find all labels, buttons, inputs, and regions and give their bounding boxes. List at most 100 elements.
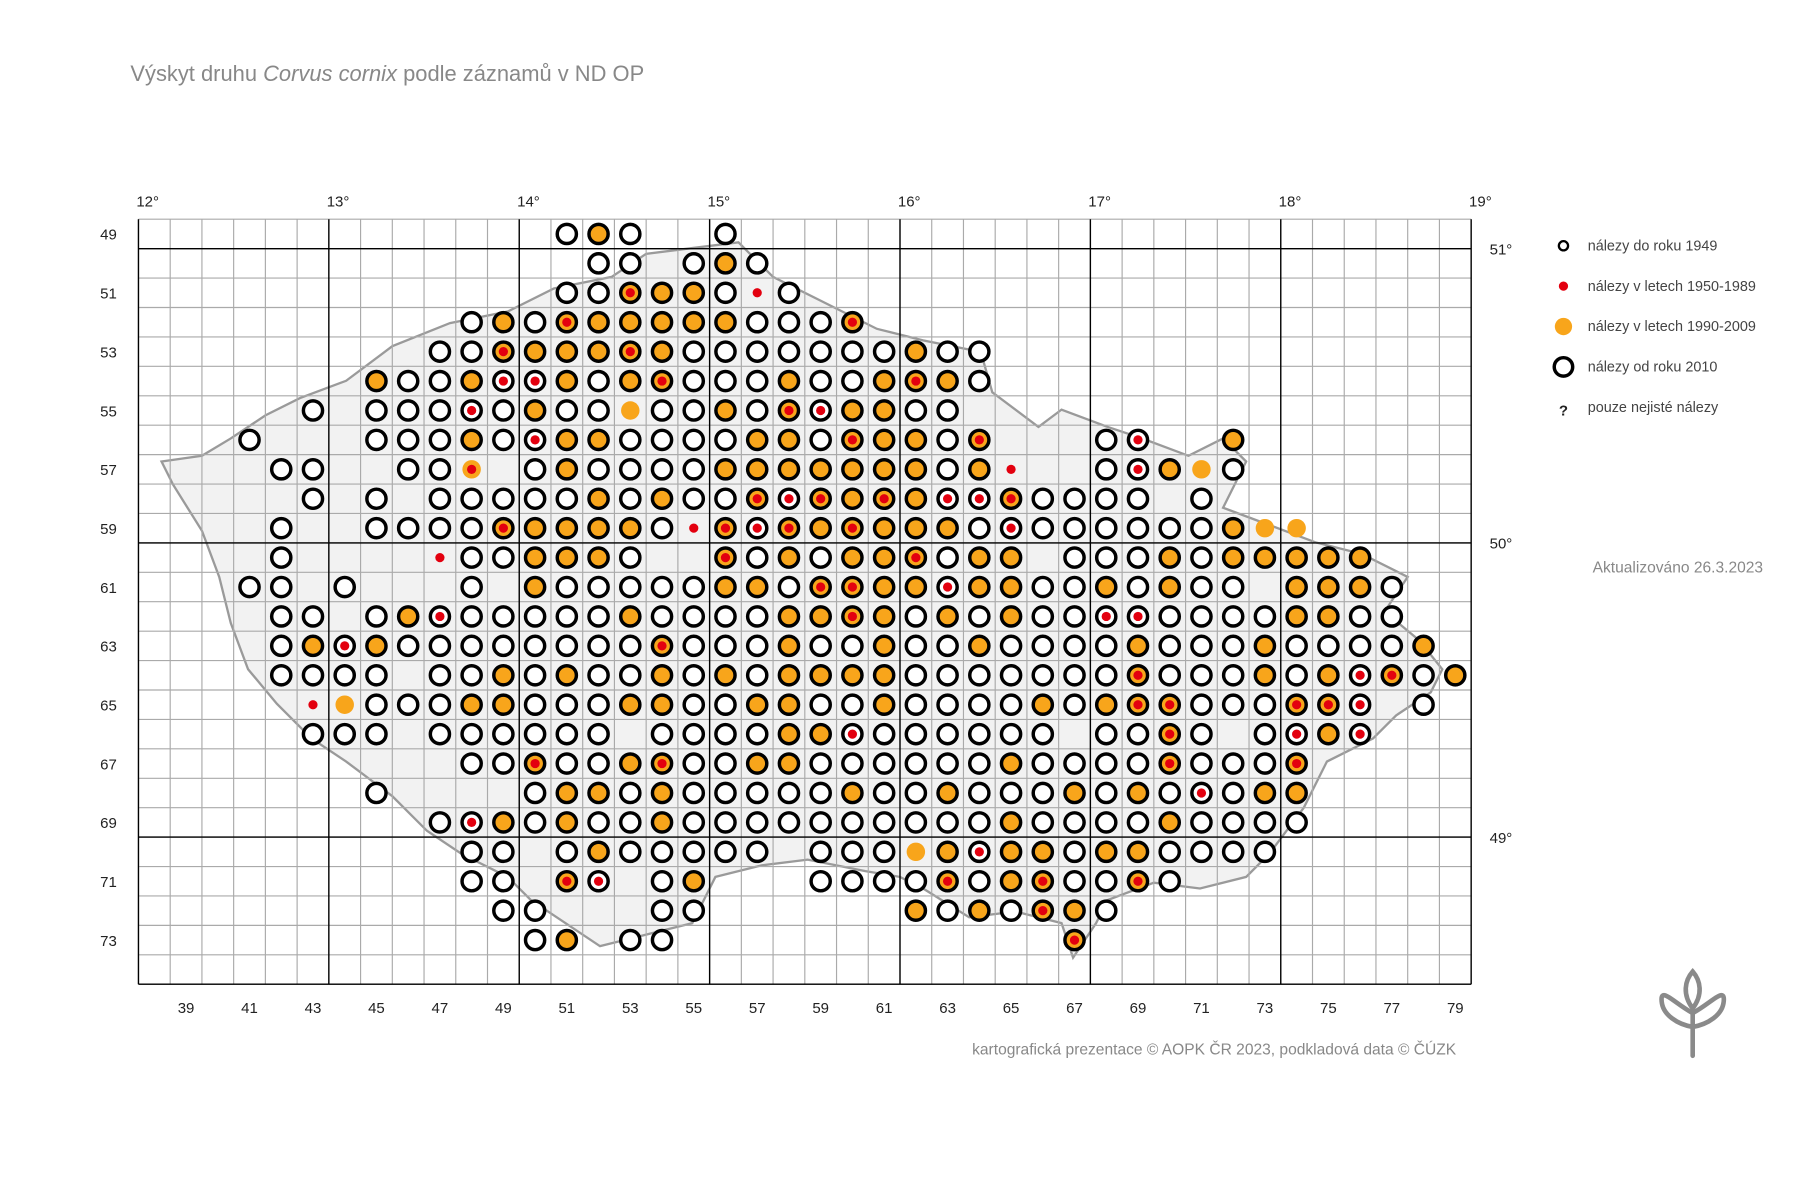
- record-recent: [714, 222, 737, 246]
- record-recent: [492, 752, 515, 775]
- record-1950-1989: [752, 494, 762, 504]
- record-recent: [523, 781, 547, 805]
- record-recent: [682, 281, 706, 305]
- record-recent: [682, 752, 706, 775]
- record-recent: [1094, 781, 1118, 805]
- record-recent: [936, 605, 959, 628]
- record-recent: [1253, 752, 1277, 775]
- record-recent: [428, 634, 452, 658]
- record-recent: [1253, 722, 1277, 746]
- record-recent: [301, 458, 325, 481]
- record-recent: [460, 722, 483, 746]
- record-recent: [428, 811, 452, 834]
- record-recent: [968, 752, 991, 775]
- record-recent: [618, 605, 642, 628]
- record-recent: [1412, 693, 1435, 717]
- record-recent: [968, 575, 991, 599]
- record-recent: [809, 869, 832, 893]
- record-recent: [714, 281, 737, 305]
- record-recent: [555, 634, 579, 658]
- record-recent: [1253, 840, 1277, 864]
- record-recent: [555, 428, 579, 452]
- record-recent: [587, 722, 610, 746]
- record-recent: [650, 663, 674, 687]
- record-recent: [1348, 634, 1372, 658]
- record-recent: [523, 310, 547, 334]
- record-1950-1989: [1006, 494, 1016, 504]
- record-recent: [777, 310, 801, 334]
- column-label: 59: [812, 1000, 829, 1017]
- record-recent: [650, 458, 674, 481]
- record-recent: [555, 340, 579, 363]
- record-recent: [587, 310, 610, 334]
- record-recent: [1031, 516, 1055, 540]
- column-label: 45: [368, 1000, 385, 1017]
- record-recent: [365, 605, 388, 628]
- record-recent: [841, 546, 864, 569]
- record-1950-1989: [1006, 523, 1016, 533]
- record-recent: [745, 252, 769, 275]
- column-label: 71: [1193, 1000, 1210, 1017]
- record-recent: [618, 252, 642, 275]
- record-recent: [587, 222, 610, 246]
- record-recent: [999, 752, 1023, 775]
- latitude-label: 49°: [1490, 830, 1513, 847]
- record-recent: [492, 693, 515, 717]
- record-recent: [1158, 605, 1182, 628]
- legend-symbol: [1552, 355, 1575, 378]
- longitude-label: 18°: [1279, 194, 1302, 211]
- record-recent: [1063, 487, 1086, 511]
- record-recent: [904, 693, 928, 717]
- longitude-label: 12°: [136, 194, 159, 211]
- record-recent: [428, 487, 452, 511]
- record-recent: [428, 399, 452, 422]
- record-recent: [460, 428, 483, 452]
- record-1950-1989: [1355, 729, 1365, 739]
- record-recent: [1094, 663, 1118, 687]
- record-recent: [492, 899, 515, 922]
- record-recent: [1317, 663, 1340, 687]
- record-recent: [492, 487, 515, 511]
- record-recent: [872, 369, 896, 393]
- record-recent: [1031, 605, 1055, 628]
- record-1950-1989: [1355, 700, 1365, 710]
- column-label: 69: [1130, 1000, 1147, 1017]
- record-recent: [492, 399, 515, 422]
- record-recent: [809, 663, 832, 687]
- record-recent: [745, 752, 769, 775]
- record-1950-1989: [562, 876, 572, 886]
- record-recent: [682, 811, 706, 834]
- record-1950-1989: [593, 876, 604, 886]
- record-recent: [745, 811, 769, 834]
- record-recent: [1253, 605, 1277, 628]
- record-recent: [1190, 605, 1213, 628]
- record-recent: [1031, 634, 1055, 658]
- record-recent: [618, 693, 642, 717]
- record-recent: [968, 663, 991, 687]
- record-recent: [365, 722, 388, 746]
- record-recent: [301, 634, 325, 658]
- record-recent: [650, 781, 674, 805]
- record-1950-1989: [847, 729, 858, 739]
- record-1950-1989: [879, 494, 889, 504]
- record-recent: [745, 605, 769, 628]
- record-recent: [968, 634, 991, 658]
- record-recent: [1094, 899, 1118, 922]
- record-recent: [650, 811, 674, 834]
- record-recent: [968, 869, 991, 893]
- record-recent: [523, 634, 547, 658]
- record-recent: [745, 399, 769, 422]
- record-recent: [555, 928, 579, 952]
- record-recent: [269, 605, 293, 628]
- record-recent: [1158, 869, 1182, 893]
- record-recent: [365, 399, 388, 422]
- record-recent: [555, 840, 579, 864]
- record-recent: [777, 575, 801, 599]
- record-recent: [1094, 487, 1118, 511]
- record-recent: [1126, 752, 1150, 775]
- record-recent: [1317, 546, 1340, 569]
- record-recent: [555, 605, 579, 628]
- record-recent: [618, 458, 642, 481]
- record-recent: [460, 340, 483, 363]
- record-recent: [587, 487, 610, 511]
